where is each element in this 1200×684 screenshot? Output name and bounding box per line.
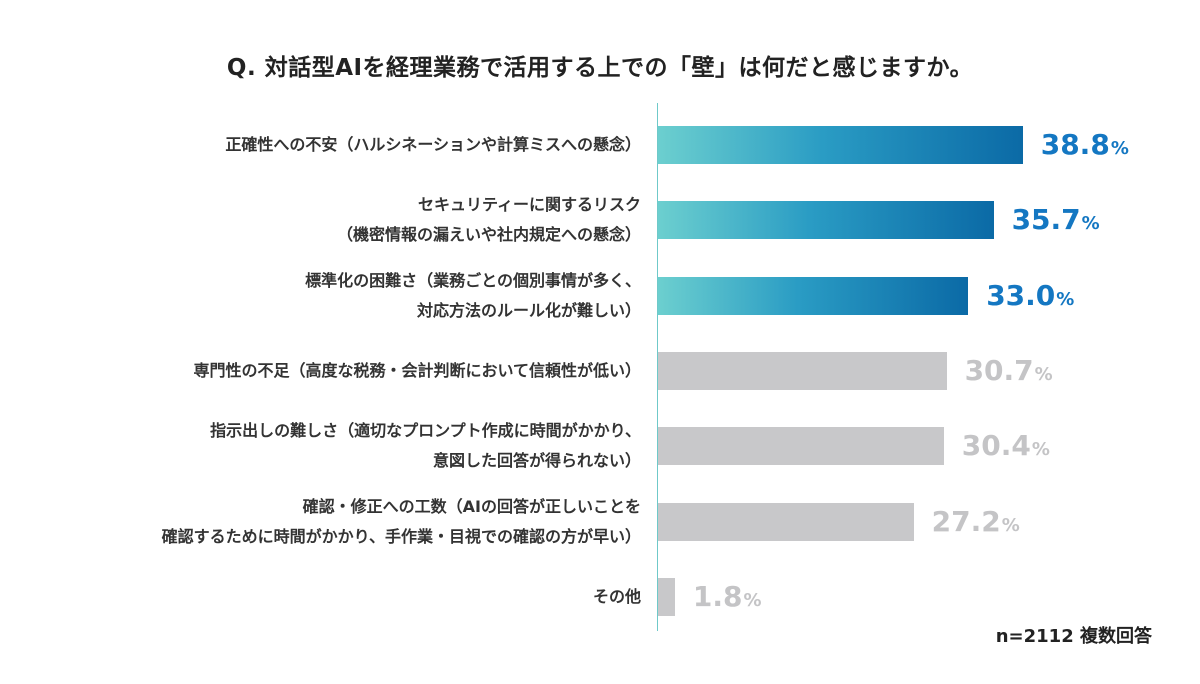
category-label-line: 標準化の困難さ（業務ごとの個別事情が多く、 (305, 270, 641, 290)
data-label-value: 27.2 (931, 504, 1001, 538)
category-label: その他 (593, 582, 641, 612)
category-label-line: 確認するために時間がかかり、手作業・目視での確認の方が早い） (161, 526, 641, 546)
percent-unit: % (1110, 138, 1129, 159)
data-label-value: 35.7 (1011, 203, 1081, 237)
category-label-line: 指示出しの難しさ（適切なプロンプト作成に時間がかかり、 (210, 421, 641, 441)
category-label-line: （機密情報の漏えいや社内規定への懸念） (336, 225, 641, 245)
y-axis-line (657, 103, 658, 631)
percent-unit: % (1001, 514, 1020, 536)
category-label: 正確性への不安（ハルシネーションや計算ミスへの懸念） (225, 130, 641, 160)
chart-title: Q. 対話型AIを経理業務で活用する上での「壁」は何だと感じますか。 (226, 55, 974, 81)
data-label: 27.2% (932, 503, 1020, 545)
bar (658, 577, 675, 616)
sample-size-note: n=2112 複数回答 (995, 626, 1152, 647)
category-label-line: セキュリティーに関するリスク (417, 195, 641, 215)
category-label-line: 対応方法のルール化が難しい） (416, 300, 641, 320)
bar (658, 502, 914, 541)
data-label: 38.8% (1041, 126, 1129, 168)
data-label: 30.4% (962, 427, 1050, 469)
bar (658, 427, 944, 466)
bar (658, 276, 969, 315)
data-label-value: 1.8 (692, 579, 743, 613)
category-label: セキュリティーに関するリスク （機密情報の漏えいや社内規定への懸念） (337, 190, 641, 250)
category-label: 標準化の困難さ（業務ごとの個別事情が多く、対応方法のルール化が難しい） (305, 266, 641, 326)
percent-unit: % (743, 589, 762, 611)
percent-unit: % (1081, 213, 1100, 235)
data-label-value: 33.0 (986, 278, 1056, 312)
category-label-line: その他 (592, 586, 641, 606)
data-label-value: 30.7 (964, 353, 1034, 387)
category-label-line: 専門性の不足（高度な税務・会計判断において信頼性が低い） (193, 360, 641, 380)
data-label: 33.0% (986, 277, 1074, 319)
data-label-value: 38.8 (1040, 128, 1110, 161)
data-label: 30.7% (965, 352, 1053, 394)
category-label-line: 確認・修正への工数（AIの回答が正しいことを (302, 496, 641, 516)
percent-unit: % (1031, 439, 1050, 461)
data-label-value: 30.4 (961, 429, 1031, 463)
category-label: 確認・修正への工数（AIの回答が正しいことを確認するために時間がかかり、手作業・… (162, 492, 641, 552)
bar (658, 126, 1023, 164)
category-label: 専門性の不足（高度な税務・会計判断において信頼性が低い） (193, 356, 641, 386)
category-label-line: 意図した回答が得られない） (432, 451, 641, 471)
category-label: 指示出しの難しさ（適切なプロンプト作成に時間がかかり、意図した回答が得られない） (210, 416, 641, 476)
bar (658, 201, 994, 240)
percent-unit: % (1056, 288, 1075, 310)
category-label-line: 正確性への不安（ハルシネーションや計算ミスへの懸念） (225, 135, 641, 154)
bar (658, 351, 947, 390)
data-label: 1.8% (693, 578, 762, 620)
percent-unit: % (1034, 363, 1053, 385)
data-label: 35.7% (1012, 201, 1100, 243)
